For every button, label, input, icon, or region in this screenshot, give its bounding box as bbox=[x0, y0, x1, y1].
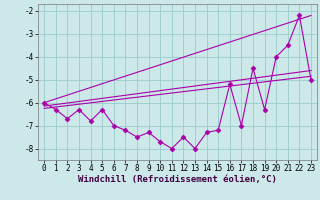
X-axis label: Windchill (Refroidissement éolien,°C): Windchill (Refroidissement éolien,°C) bbox=[78, 175, 277, 184]
